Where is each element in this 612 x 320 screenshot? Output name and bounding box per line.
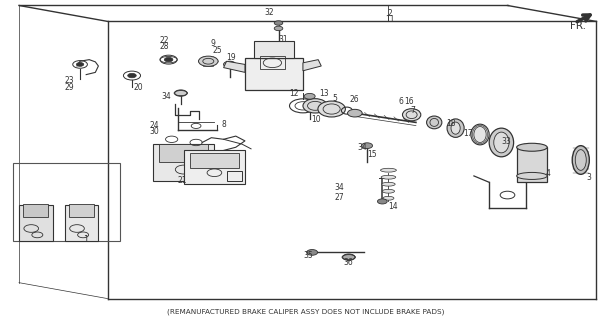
Text: 20: 20 bbox=[133, 84, 143, 92]
Ellipse shape bbox=[381, 168, 397, 172]
Polygon shape bbox=[303, 60, 321, 71]
Circle shape bbox=[307, 250, 318, 255]
Circle shape bbox=[362, 143, 373, 148]
Ellipse shape bbox=[572, 146, 589, 174]
Text: 7: 7 bbox=[411, 106, 416, 115]
Text: FR.: FR. bbox=[570, 21, 586, 31]
Text: 30: 30 bbox=[150, 127, 160, 136]
Text: 9: 9 bbox=[210, 39, 215, 48]
Text: 18: 18 bbox=[446, 119, 455, 128]
Ellipse shape bbox=[517, 143, 547, 151]
Polygon shape bbox=[223, 61, 245, 72]
Ellipse shape bbox=[403, 109, 421, 121]
Text: 35: 35 bbox=[303, 251, 313, 260]
Text: 5: 5 bbox=[332, 94, 337, 103]
Text: 1: 1 bbox=[84, 235, 89, 244]
Text: 28: 28 bbox=[160, 42, 169, 51]
Text: 6: 6 bbox=[399, 97, 404, 106]
Text: 36: 36 bbox=[344, 259, 354, 268]
Text: 33: 33 bbox=[501, 137, 511, 146]
Bar bbox=[69, 204, 94, 217]
Text: 4: 4 bbox=[545, 169, 550, 178]
Bar bbox=[517, 147, 547, 182]
Ellipse shape bbox=[489, 128, 513, 157]
Circle shape bbox=[274, 26, 283, 31]
Text: 34: 34 bbox=[357, 143, 367, 152]
Circle shape bbox=[343, 254, 355, 260]
Ellipse shape bbox=[494, 132, 509, 153]
Ellipse shape bbox=[517, 172, 547, 180]
Circle shape bbox=[304, 93, 315, 99]
Bar bbox=[226, 171, 242, 181]
Ellipse shape bbox=[471, 124, 489, 145]
Text: 24: 24 bbox=[150, 121, 159, 131]
Circle shape bbox=[174, 90, 187, 96]
Bar bbox=[13, 163, 120, 241]
Ellipse shape bbox=[575, 150, 586, 170]
Ellipse shape bbox=[474, 126, 486, 142]
Ellipse shape bbox=[303, 99, 327, 113]
Text: 3: 3 bbox=[586, 173, 591, 182]
Text: 16: 16 bbox=[404, 97, 413, 106]
Bar bbox=[245, 58, 303, 90]
Circle shape bbox=[128, 73, 136, 78]
Bar bbox=[260, 56, 285, 69]
Bar bbox=[19, 204, 53, 241]
Ellipse shape bbox=[427, 116, 442, 129]
Text: 12: 12 bbox=[289, 89, 299, 98]
Circle shape bbox=[348, 109, 362, 117]
Text: 14: 14 bbox=[388, 202, 398, 211]
Text: 27: 27 bbox=[335, 193, 345, 202]
Circle shape bbox=[165, 57, 173, 62]
Ellipse shape bbox=[318, 101, 345, 117]
Ellipse shape bbox=[447, 119, 464, 137]
Circle shape bbox=[223, 61, 236, 68]
Text: 17: 17 bbox=[463, 129, 472, 138]
Text: 23: 23 bbox=[64, 76, 74, 85]
Text: 22: 22 bbox=[160, 36, 169, 45]
Bar bbox=[154, 144, 214, 181]
Ellipse shape bbox=[382, 182, 395, 186]
Text: 15: 15 bbox=[367, 150, 377, 159]
Circle shape bbox=[76, 62, 84, 66]
Text: 2: 2 bbox=[387, 9, 392, 18]
Text: 13: 13 bbox=[319, 89, 329, 98]
Circle shape bbox=[198, 56, 218, 66]
Text: 19: 19 bbox=[226, 53, 236, 62]
Bar bbox=[65, 204, 99, 241]
Text: 8: 8 bbox=[221, 120, 226, 130]
Ellipse shape bbox=[383, 196, 394, 200]
Text: 32: 32 bbox=[264, 8, 274, 17]
Circle shape bbox=[378, 199, 387, 204]
Text: (REMANUFACTURED BRAKE CALIPER ASSY DOES NOT INCLUDE BRAKE PADS): (REMANUFACTURED BRAKE CALIPER ASSY DOES … bbox=[167, 308, 445, 315]
Bar bbox=[160, 144, 208, 162]
Bar bbox=[184, 150, 245, 184]
Ellipse shape bbox=[382, 189, 395, 193]
Ellipse shape bbox=[451, 122, 460, 134]
Text: 34: 34 bbox=[335, 183, 345, 192]
Text: 10: 10 bbox=[312, 115, 321, 124]
Circle shape bbox=[274, 21, 283, 25]
Text: 11: 11 bbox=[385, 15, 394, 24]
Ellipse shape bbox=[381, 175, 396, 179]
Text: 26: 26 bbox=[349, 95, 359, 104]
Bar bbox=[23, 204, 48, 217]
Text: 31: 31 bbox=[278, 36, 288, 44]
Text: 34: 34 bbox=[162, 92, 171, 101]
Text: 25: 25 bbox=[212, 45, 222, 55]
Bar bbox=[254, 41, 294, 58]
Text: 21: 21 bbox=[178, 176, 187, 185]
Text: 29: 29 bbox=[64, 84, 74, 92]
Bar bbox=[190, 153, 239, 168]
